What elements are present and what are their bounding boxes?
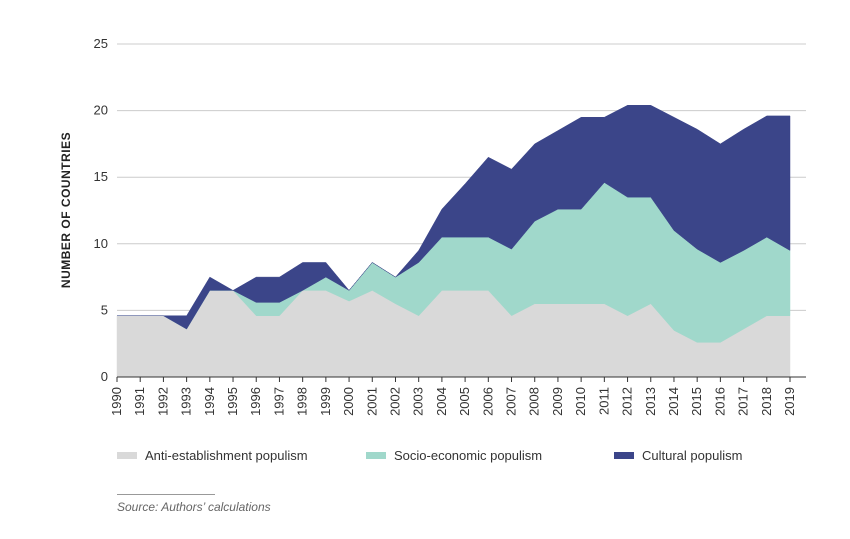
x-tick-label-1996: 1996 [248,387,263,416]
legend-swatch-cultural [614,452,634,459]
legend-swatch-socio-economic [366,452,386,459]
x-tick-label-2004: 2004 [434,387,449,416]
source-note: Source: Authors’ calculations [117,500,271,514]
legend-item-cultural: Cultural populism [614,448,742,463]
x-tick-label-2002: 2002 [387,387,402,416]
y-tick-label-10: 10 [94,236,108,251]
legend-item-socio-economic: Socio-economic populism [366,448,542,463]
x-tick-label-2010: 2010 [573,387,588,416]
x-tick-label-2014: 2014 [666,387,681,416]
x-tick-label-2001: 2001 [364,387,379,416]
x-tick-labels: 1990 1991 1992 1993 1994 1995 1996 1997 1998 1999… [109,387,797,416]
x-tick-label-1992: 1992 [155,387,170,416]
x-tick-label-2015: 2015 [689,387,704,416]
source-divider [117,494,215,495]
x-tick-label-2000: 2000 [341,387,356,416]
y-tick-labels: 0 5 10 15 20 25 [94,36,108,384]
x-tick-label-2007: 2007 [504,387,519,416]
y-tick-label-25: 25 [94,36,108,51]
x-tick-label-1998: 1998 [295,387,310,416]
x-tick-label-2011: 2011 [596,387,611,415]
y-axis-label: NUMBER OF COUNTRIES [59,132,73,288]
area-series-group [116,105,791,378]
x-tick-label-1997: 1997 [271,387,286,416]
x-tick-label-1991: 1991 [132,387,147,416]
legend-item-anti-establishment: Anti-establishment populism [117,448,308,463]
x-tick-label-1999: 1999 [318,387,333,416]
x-tick-label-2005: 2005 [457,387,472,416]
x-tick-label-1995: 1995 [225,387,240,416]
y-tick-label-15: 15 [94,169,108,184]
x-tick-label-2012: 2012 [620,387,635,416]
area-cultural-populism [117,105,791,330]
legend: Anti-establishment populism Socio-econom… [0,448,850,468]
legend-swatch-anti-establishment [117,452,137,459]
y-tick-label-0: 0 [101,369,108,384]
x-tick-label-2009: 2009 [550,387,565,416]
x-tick-label-2018: 2018 [759,387,774,416]
x-tick-label-1994: 1994 [202,387,217,416]
x-tick-label-2013: 2013 [643,387,658,416]
legend-label-anti-establishment: Anti-establishment populism [145,448,308,463]
y-tick-label-20: 20 [94,103,108,118]
x-tick-label-1990: 1990 [109,387,124,416]
x-tick-label-2016: 2016 [712,387,727,416]
x-tick-label-2006: 2006 [480,387,495,416]
legend-label-cultural: Cultural populism [642,448,743,463]
x-tick-label-2017: 2017 [736,387,751,416]
x-tick-label-2003: 2003 [411,387,426,416]
x-tick-label-1993: 1993 [179,387,194,416]
x-tick-label-2008: 2008 [527,387,542,416]
x-tick-label-2019: 2019 [782,387,797,416]
axes [116,376,806,382]
y-tick-label-5: 5 [101,302,108,317]
legend-label-socio-economic: Socio-economic populism [394,448,543,463]
